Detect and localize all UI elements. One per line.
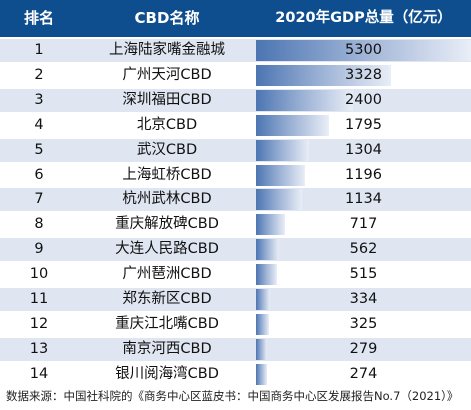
header-rank: 排名 — [23, 9, 54, 27]
rank-cell: 11 — [29, 291, 49, 307]
cbd-name-cell: 南京河西CBD — [122, 340, 212, 357]
header-gdp: 2020年GDP总量（亿元） — [275, 10, 452, 26]
gdp-bar — [256, 289, 270, 310]
cbd-name-cell: 上海陆家嘴金融城 — [109, 42, 225, 58]
rank-cell: 9 — [34, 241, 44, 258]
gdp-bar — [256, 239, 279, 261]
gdp-bar — [256, 313, 270, 335]
table-row: 2 广州天河CBD 3328 — [0, 63, 471, 87]
gdp-value: 334 — [349, 291, 378, 307]
cbd-name-cell: 大连人民路CBD — [115, 241, 219, 258]
rank-cell: 5 — [34, 141, 44, 158]
table-row: 8 重庆解放碑CBD 717 — [0, 213, 471, 237]
cbd-name-cell: 广州琶洲CBD — [122, 266, 212, 283]
table-row: 1 上海陆家嘴金融城 5300 — [0, 39, 471, 62]
gdp-bar — [256, 89, 354, 111]
table-row: 6 上海虹桥CBD 1196 — [0, 163, 471, 187]
rank-cell: 8 — [34, 216, 44, 233]
gdp-value: 1304 — [345, 141, 382, 158]
gdp-value: 279 — [349, 340, 378, 357]
gdp-bar — [256, 139, 309, 161]
rank-cell: 6 — [34, 166, 44, 183]
gdp-bar — [256, 114, 329, 136]
gdp-bar — [256, 264, 277, 286]
rank-cell: 12 — [29, 315, 49, 332]
gdp-value: 717 — [349, 216, 378, 233]
gdp-value: 5300 — [345, 42, 382, 58]
gdp-value: 274 — [349, 365, 378, 382]
table-row: 12 重庆江北嘴CBD 325 — [0, 312, 471, 336]
gdp-value: 1196 — [345, 166, 382, 183]
gdp-value: 1795 — [345, 116, 382, 133]
rank-cell: 10 — [29, 266, 49, 283]
cbd-name-cell: 重庆解放碑CBD — [115, 216, 219, 233]
rank-cell: 1 — [34, 42, 44, 58]
table-row: 10 广州琶洲CBD 515 — [0, 263, 471, 287]
gdp-value: 325 — [349, 315, 378, 332]
table-header: 排名 CBD名称 2020年GDP总量（亿元） — [0, 0, 471, 37]
gdp-bar — [256, 164, 305, 186]
cbd-name-cell: 上海虹桥CBD — [122, 166, 212, 183]
gdp-bar — [256, 363, 268, 385]
table-row: 4 北京CBD 1795 — [0, 113, 471, 137]
rank-cell: 4 — [34, 116, 44, 133]
gdp-bar — [256, 189, 302, 211]
cbd-name-cell: 深圳福田CBD — [122, 91, 212, 108]
cbd-name-cell: 重庆江北嘴CBD — [115, 315, 219, 332]
table-row: 9 大连人民路CBD 562 — [0, 238, 471, 262]
rank-cell: 7 — [34, 191, 44, 208]
cbd-name-cell: 广州天河CBD — [122, 66, 212, 83]
rank-cell: 2 — [34, 66, 44, 83]
gdp-bar — [256, 64, 391, 86]
rank-cell: 14 — [29, 365, 49, 382]
table-row: 13 南京河西CBD 279 — [0, 337, 471, 361]
cbd-name-cell: 郑东新区CBD — [122, 291, 212, 307]
table-row: 11 郑东新区CBD 334 — [0, 288, 471, 311]
gdp-value: 562 — [349, 241, 378, 258]
table-row: 7 杭州武林CBD 1134 — [0, 188, 471, 212]
gdp-bar — [256, 338, 268, 360]
rank-cell: 3 — [34, 91, 44, 108]
table-row: 5 武汉CBD 1304 — [0, 138, 471, 162]
gdp-value: 1134 — [345, 191, 382, 208]
rank-cell: 13 — [29, 340, 49, 357]
gdp-value: 2400 — [345, 91, 382, 108]
cbd-name-cell: 武汉CBD — [136, 141, 198, 158]
gdp-bar — [256, 214, 286, 236]
table-row: 3 深圳福田CBD 2400 — [0, 88, 471, 112]
cbd-name-cell: 银川阅海湾CBD — [115, 365, 219, 382]
gdp-value: 515 — [349, 266, 378, 283]
header-cbd-name: CBD名称 — [134, 9, 200, 27]
gdp-value: 3328 — [345, 66, 382, 83]
cbd-name-cell: 北京CBD — [136, 116, 198, 133]
cbd-name-cell: 杭州武林CBD — [122, 191, 212, 208]
table-row: 14 银川阅海湾CBD 274 — [0, 362, 471, 386]
source-note: 数据来源：中国社科院的《商务中心区蓝皮书：中国商务中心区发展报告No.7（202… — [6, 389, 459, 403]
gdp-bar — [256, 40, 471, 61]
